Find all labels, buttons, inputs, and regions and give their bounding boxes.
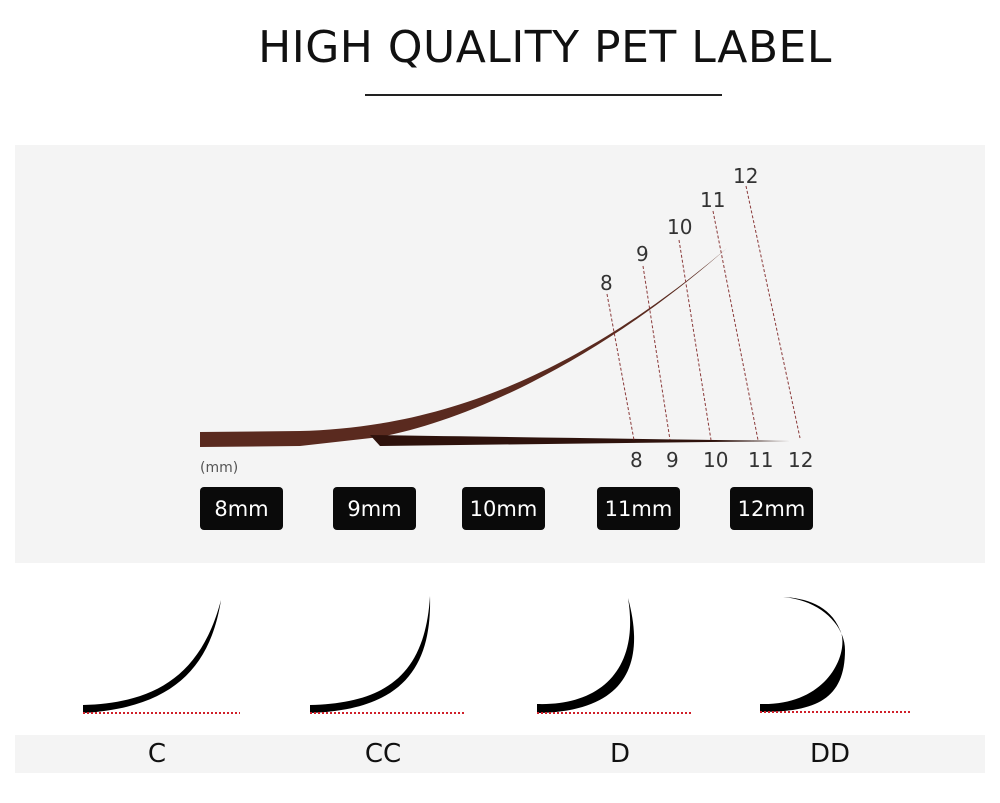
length-pill-9mm: 9mm bbox=[333, 487, 416, 530]
lash-short bbox=[370, 435, 790, 446]
guide-9 bbox=[642, 265, 671, 441]
curl-d-shape bbox=[537, 598, 635, 713]
guide-12 bbox=[745, 185, 801, 439]
length-pill-8mm: 8mm bbox=[200, 487, 283, 530]
lash-long bbox=[200, 248, 727, 447]
top-length-10: 10 bbox=[667, 215, 692, 239]
length-pill-12mm: 12mm bbox=[730, 487, 813, 530]
top-length-8: 8 bbox=[600, 271, 613, 295]
title-underline bbox=[365, 94, 722, 96]
bottom-length-10: 10 bbox=[703, 448, 728, 472]
bottom-length-9: 9 bbox=[666, 448, 679, 472]
curl-label-d: D bbox=[609, 739, 631, 769]
bottom-length-11: 11 bbox=[748, 448, 773, 472]
curl-label-cc: CC bbox=[364, 739, 402, 769]
curl-label-bar bbox=[15, 735, 985, 773]
curl-c-shape bbox=[83, 600, 221, 713]
curl-dd-shape bbox=[760, 597, 845, 712]
top-length-9: 9 bbox=[636, 242, 649, 266]
guide-11 bbox=[712, 210, 759, 441]
length-pill-11mm: 11mm bbox=[597, 487, 680, 530]
bottom-length-12: 12 bbox=[788, 448, 813, 472]
unit-label: (mm) bbox=[200, 460, 238, 476]
curl-label-c: C bbox=[147, 739, 167, 769]
top-length-11: 11 bbox=[700, 188, 725, 212]
top-length-12: 12 bbox=[733, 164, 758, 188]
page-title: HIGH QUALITY PET LABEL bbox=[258, 22, 832, 73]
curl-cc-shape bbox=[310, 596, 431, 713]
bottom-length-8: 8 bbox=[630, 448, 643, 472]
guide-10 bbox=[678, 239, 712, 441]
length-pill-10mm: 10mm bbox=[462, 487, 545, 530]
guide-8 bbox=[606, 293, 635, 441]
curl-label-dd: DD bbox=[809, 739, 851, 769]
